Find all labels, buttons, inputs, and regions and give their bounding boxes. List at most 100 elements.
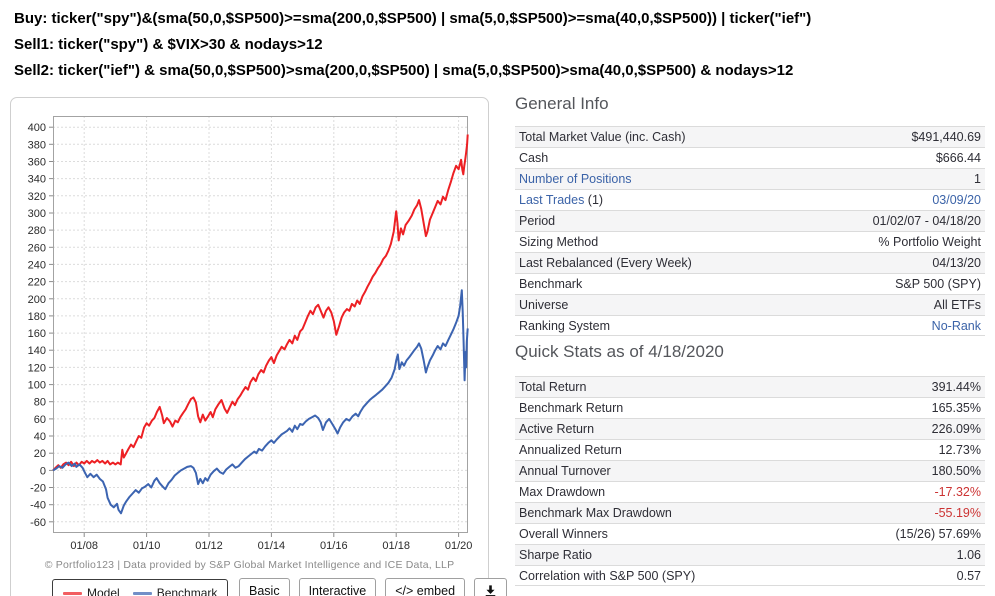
row-label: Cash xyxy=(519,151,549,165)
table-row: Last Rebalanced (Every Week) 04/13/20 xyxy=(515,252,985,273)
table-row: Correlation with S&P 500 (SPY) 0.57 xyxy=(515,565,985,586)
download-icon xyxy=(485,585,496,596)
row-value: 1.06 xyxy=(956,548,981,562)
row-label: Overall Winners xyxy=(519,527,608,541)
y-axis-label: 380 xyxy=(28,139,46,151)
sell2-rule: Sell2: ticker("ief") & sma(50,0,$SP500)>… xyxy=(14,62,794,79)
y-axis-label: 300 xyxy=(28,208,46,220)
table-row: Sharpe Ratio 1.06 xyxy=(515,544,985,565)
quick-stats-table: Total Return 391.44% Benchmark Return 165.3… xyxy=(515,376,985,586)
table-row: Number of Positions 1 xyxy=(515,168,985,189)
plot-border xyxy=(53,116,468,533)
row-value: 226.09% xyxy=(931,422,981,436)
embed-button[interactable]: </> embed xyxy=(385,578,466,596)
y-axis-label: 0 xyxy=(40,465,46,477)
y-axis-label: 220 xyxy=(28,277,46,289)
table-row: Last Trades (1) 03/09/20 xyxy=(515,189,985,210)
row-label-suffix: (1) xyxy=(584,193,604,207)
row-label[interactable]: Number of Positions xyxy=(519,172,632,186)
y-axis-label: 100 xyxy=(28,380,46,392)
row-label: Active Return xyxy=(519,422,595,436)
general-info-title: General Info xyxy=(515,94,609,113)
basic-button[interactable]: Basic xyxy=(239,578,290,596)
row-value: 391.44% xyxy=(931,380,981,394)
table-row: Period 01/02/07 - 04/18/20 xyxy=(515,210,985,231)
quick-stats-title: Quick Stats as of 4/18/2020 xyxy=(515,342,724,361)
row-label: Annual Turnover xyxy=(519,464,611,478)
x-axis-label: 01/16 xyxy=(320,540,348,552)
y-axis-label: 180 xyxy=(28,311,46,323)
y-axis-label: 200 xyxy=(28,294,46,306)
performance-chart: 4003803603403203002802602402202001801601… xyxy=(28,116,472,552)
trading-rules: Buy: ticker("spy")&(sma(50,0,$SP500)>=sm… xyxy=(14,6,811,84)
x-axis-label: 01/18 xyxy=(382,540,410,552)
table-row: Active Return 226.09% xyxy=(515,418,985,439)
row-label: Max Drawdown xyxy=(519,485,606,499)
x-axis-label: 01/14 xyxy=(258,540,286,552)
model-line-swatch xyxy=(63,591,82,595)
table-row: Max Drawdown -17.32% xyxy=(515,481,985,502)
legend-item-model[interactable]: Model xyxy=(63,586,120,596)
chart-toolbar: Basic Interactive </> embed xyxy=(239,578,508,596)
y-axis-label: 140 xyxy=(28,345,46,357)
legend-label: Model xyxy=(87,586,120,596)
y-axis-label: 360 xyxy=(28,157,46,169)
row-label: Total Return xyxy=(519,380,587,394)
row-value: 12.73% xyxy=(938,443,981,457)
y-axis-label: 280 xyxy=(28,225,46,237)
row-value: 01/02/07 - 04/18/20 xyxy=(872,214,981,228)
table-row: Total Market Value (inc. Cash) $491,440.6… xyxy=(515,126,985,147)
table-row: Benchmark S&P 500 (SPY) xyxy=(515,273,985,294)
table-row: Universe All ETFs xyxy=(515,294,985,315)
row-value: 0.57 xyxy=(956,568,981,583)
buy-rule: Buy: ticker("spy")&(sma(50,0,$SP500)>=sm… xyxy=(14,10,812,27)
y-axis-label: -60 xyxy=(30,517,46,529)
y-axis-label: 340 xyxy=(28,174,46,186)
row-value[interactable]: No-Rank xyxy=(931,318,981,333)
table-row: Cash $666.44 xyxy=(515,147,985,168)
general-info-table: Total Market Value (inc. Cash) $491,440.6… xyxy=(515,126,985,336)
sell1-rule: Sell1: ticker("spy") & $VIX>30 & nodays>… xyxy=(14,36,323,53)
x-axis-label: 01/12 xyxy=(195,540,223,552)
y-axis-label: 20 xyxy=(34,448,46,460)
row-label[interactable]: Last Trades (1) xyxy=(519,193,604,207)
legend-item-benchmark[interactable]: Benchmark xyxy=(132,586,218,596)
table-row: Benchmark Return 165.35% xyxy=(515,397,985,418)
row-value: 180.50% xyxy=(931,464,981,478)
row-value: 165.35% xyxy=(931,401,981,415)
table-row: Total Return 391.44% xyxy=(515,376,985,397)
x-axis-label: 01/10 xyxy=(133,540,161,552)
y-axis-label: 120 xyxy=(28,362,46,374)
table-row: Sizing Method % Portfolio Weight xyxy=(515,231,985,252)
chart-card: 400 380 360 340 320 300 280 260 240 220 200 180 160 1… xyxy=(10,97,508,596)
chart-attribution: © Portfolio123 | Data provided by S&P Gl… xyxy=(44,559,455,571)
row-label: Benchmark Return xyxy=(519,401,624,415)
table-row: Annual Turnover 180.50% xyxy=(515,460,985,481)
y-axis-label: 80 xyxy=(34,397,46,409)
model-line xyxy=(52,134,469,472)
y-axis-label: 40 xyxy=(34,431,46,443)
table-row: Annualized Return 12.73% xyxy=(515,439,985,460)
table-row: Ranking System No-Rank xyxy=(515,315,985,336)
row-value: All ETFs xyxy=(933,298,981,312)
row-label: Correlation with S&P 500 (SPY) xyxy=(519,568,696,583)
row-value: $491,440.69 xyxy=(911,130,981,144)
row-label: Sharpe Ratio xyxy=(519,548,592,562)
row-value: -17.32% xyxy=(934,485,981,499)
benchmark-line-swatch xyxy=(132,591,152,595)
benchmark-line xyxy=(52,289,469,515)
row-value[interactable]: 03/09/20 xyxy=(932,193,981,207)
y-axis-label: 320 xyxy=(28,191,46,203)
download-button[interactable] xyxy=(474,578,508,596)
row-value: 1 xyxy=(974,172,981,186)
row-label: Total Market Value (inc. Cash) xyxy=(519,130,686,144)
row-label: Last Rebalanced (Every Week) xyxy=(519,256,692,270)
legend-label: Benchmark xyxy=(156,586,218,596)
table-row: Benchmark Max Drawdown -55.19% xyxy=(515,502,985,523)
row-label: Period xyxy=(519,214,556,228)
row-value: -55.19% xyxy=(934,506,981,520)
interactive-button[interactable]: Interactive xyxy=(298,578,377,596)
y-axis-label: -40 xyxy=(30,500,46,512)
row-value: 04/13/20 xyxy=(932,256,981,270)
